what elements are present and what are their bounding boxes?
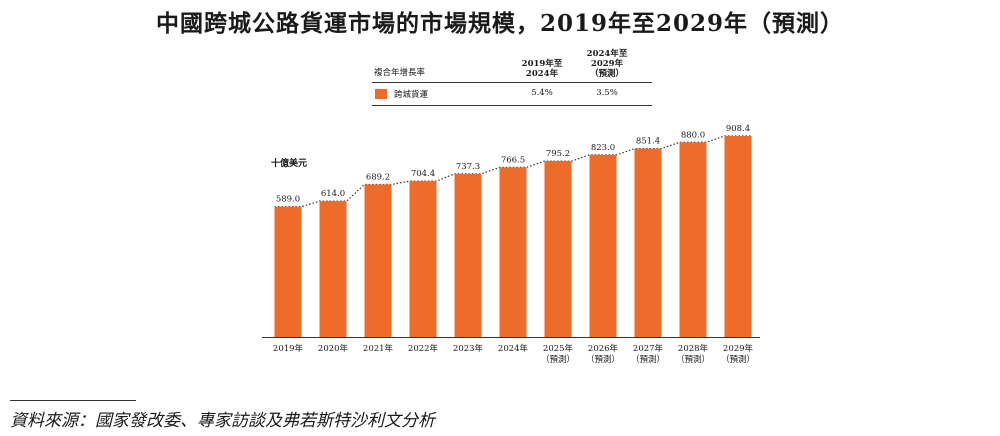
forecast-note: （預測）: [541, 354, 575, 365]
value-label: 737.3: [456, 162, 480, 172]
bar-2028年: [679, 142, 707, 337]
bar-2019年: [274, 206, 302, 337]
x-tick-label: 2029年: [723, 343, 754, 354]
x-tick-label: 2026年: [588, 343, 619, 354]
bar-2021年: [364, 184, 392, 337]
value-label: 589.0: [276, 195, 300, 205]
bar-2024年: [499, 167, 527, 337]
value-label: 795.2: [546, 149, 570, 159]
value-label: 704.4: [411, 169, 435, 179]
value-label: 823.0: [591, 143, 615, 153]
value-label: 880.0: [681, 130, 705, 140]
bar-2020年: [319, 201, 347, 337]
bar-2022年: [409, 181, 437, 337]
forecast-note: （預測）: [586, 354, 620, 365]
cagr-col1-header: 2019年至 2024年: [520, 59, 564, 79]
forecast-note: （預測）: [721, 354, 755, 365]
cagr-value-2024-2029: 3.5%: [596, 88, 618, 98]
unit-label: 十億美元: [271, 159, 308, 169]
x-tick-label: 2022年: [408, 343, 439, 354]
cagr-col1-header-line1: 2019年至: [521, 59, 563, 69]
bar-2023年: [454, 173, 482, 337]
chart-title: 中國跨城公路貨運市場的市場規模，2019年至2029年（預測）: [155, 10, 845, 37]
value-label: 908.4: [726, 124, 750, 134]
bar-2025年: [544, 161, 572, 337]
value-label: 614.0: [321, 189, 345, 199]
value-label: 689.2: [366, 173, 390, 183]
cagr-series-name: 跨城貨運: [394, 90, 429, 100]
forecast-note: （預測）: [676, 354, 710, 365]
cagr-col2-header-line1: 2024年至2029年: [586, 49, 628, 69]
forecast-note: （預測）: [631, 354, 665, 365]
cagr-col1-header-line2: 2024年: [525, 69, 559, 79]
cagr-data-row: 跨城貨運 5.4% 3.5%: [372, 83, 652, 106]
value-label: 851.4: [636, 137, 660, 147]
x-tick-label: 2021年: [363, 343, 394, 354]
x-tick-label: 2027年: [633, 343, 664, 354]
bar-2027年: [634, 148, 662, 337]
source-note: 資料來源：國家發改委、專家訪談及弗若斯特沙利文分析: [10, 411, 435, 431]
source-rule: [10, 400, 136, 401]
x-tick-label: 2023年: [453, 343, 484, 354]
x-tick-label: 2019年: [273, 343, 304, 354]
cagr-value-2019-2024: 5.4%: [531, 88, 553, 98]
x-tick-label: 2025年: [543, 343, 574, 354]
x-tick-label: 2024年: [498, 343, 529, 354]
cagr-col2-header-line2: （預測）: [589, 69, 624, 79]
cagr-table: 複合年增長率 2019年至 2024年 2024年至2029年 （預測） 跨城貨…: [372, 49, 652, 106]
cagr-header-label: 複合年增長率: [374, 68, 426, 78]
value-label: 766.5: [501, 155, 525, 165]
cagr-col2-header: 2024年至2029年 （預測）: [577, 49, 637, 79]
cagr-header-row: 複合年增長率 2019年至 2024年 2024年至2029年 （預測）: [372, 49, 652, 83]
series-swatch: [375, 89, 387, 99]
x-tick-label: 2028年: [678, 343, 709, 354]
bar-2026年: [589, 154, 617, 337]
x-tick-label: 2020年: [318, 343, 349, 354]
bar-2029年: [724, 136, 752, 337]
